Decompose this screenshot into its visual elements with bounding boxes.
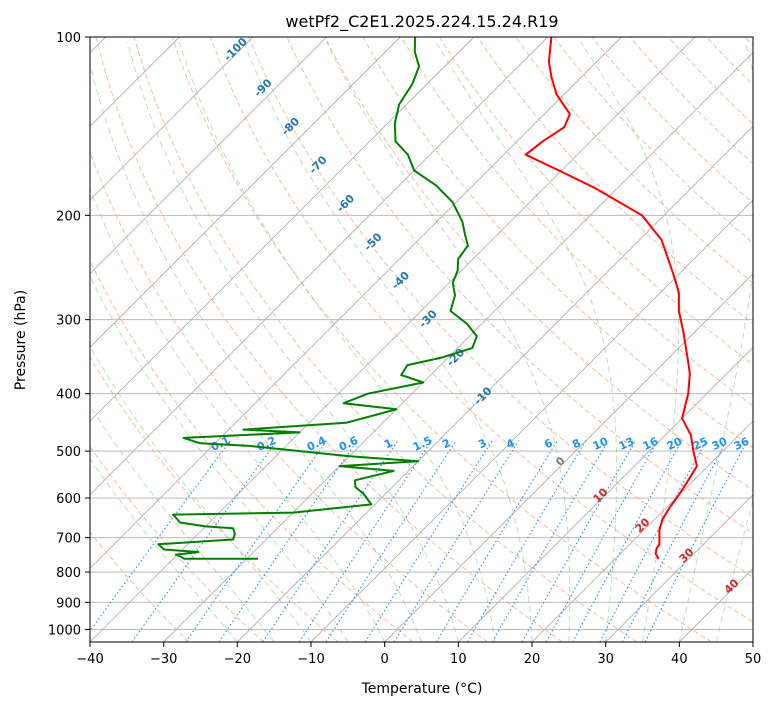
sounding-lines [157, 37, 698, 560]
dry-adiabat-line [286, 37, 753, 534]
moist-adiabat-line [90, 458, 238, 642]
temperature-line [524, 37, 698, 560]
moist-adiabat-line [678, 41, 753, 642]
moist-adiabat-line [90, 275, 349, 642]
background-lines [90, 37, 753, 642]
isotherm-line [605, 494, 753, 642]
mixing-ratio-label: 13 [617, 435, 636, 453]
x-tick-label: −10 [297, 652, 324, 667]
isotherm-line [90, 37, 327, 275]
mixing-ratio-line [185, 440, 328, 642]
isotherm-line [163, 52, 753, 642]
dry-adiabat-line [324, 37, 753, 491]
mixing-ratio-line [218, 440, 358, 642]
dry-adiabat-line [477, 37, 753, 325]
dry-adiabat-line [90, 259, 414, 642]
moist-adiabat-line [243, 41, 533, 642]
dry-adiabat-line [210, 37, 753, 623]
x-tick-label: 50 [745, 652, 762, 667]
moist-adiabat-line [90, 404, 275, 642]
dry-adiabat-line [90, 150, 488, 642]
y-tick-label: 700 [56, 532, 81, 547]
mixing-ratio-line [491, 440, 609, 642]
x-tick-label: 30 [597, 652, 614, 667]
mixing-ratio-label: 10 [591, 435, 611, 453]
isotherm-line [90, 37, 401, 348]
moist-adiabat-line [90, 61, 422, 642]
y-tick-label: 900 [56, 596, 81, 611]
y-tick-label: 1000 [48, 623, 81, 638]
mixing-ratio-line [298, 440, 432, 642]
plot-area: -100-90-80-70-60-50-40-30-20-100.1 0.2 0.4… [90, 37, 753, 642]
dry-adiabat-line [133, 37, 638, 642]
y-axis-label: Pressure (hPa) [13, 290, 29, 390]
y-tick-label: 100 [56, 31, 81, 46]
isotherm-line [531, 420, 753, 642]
dry-adiabat-line [362, 37, 753, 449]
moist-adiabat-line [326, 41, 571, 642]
x-tick-label: −30 [150, 652, 177, 667]
chart-title: wetPf2_C2E1.2025.224.15.24.R19 [285, 12, 558, 32]
y-tick-label: 200 [56, 209, 81, 224]
moist-adiabat-line [127, 41, 459, 642]
moist-adiabat-line [178, 41, 496, 642]
isotherm-line [90, 37, 622, 569]
mixing-ratio-label: 16 [641, 435, 661, 453]
dry-adiabat-line [248, 37, 753, 578]
x-tick-label: 10 [450, 652, 467, 667]
mixing-ratio-line [262, 440, 399, 642]
dry-adiabat-line [171, 37, 712, 642]
isotherm-line [458, 346, 753, 642]
mixing-ratio-label: 20 [665, 435, 685, 453]
mixing-ratio-line [467, 440, 587, 642]
isotherm-line [237, 125, 753, 642]
y-tick-label: 500 [56, 445, 81, 460]
moist-adiabat-line [90, 345, 312, 642]
mixing-ratio-line [131, 440, 278, 642]
dewpoint-line [157, 37, 478, 560]
y-tick-label: 800 [56, 566, 81, 581]
isotherm-line [90, 37, 254, 201]
isotherm-line [90, 37, 548, 496]
dry-adiabat-line [553, 37, 753, 244]
mixing-ratio-line [644, 440, 748, 642]
mixing-ratio-label: 36 [732, 435, 752, 453]
x-tick-label: 20 [524, 652, 541, 667]
dry-adiabat-line [95, 37, 563, 642]
mixing-ratio-label: 30 [710, 435, 730, 453]
y-tick-label: 400 [56, 388, 81, 403]
dry-adiabat-line [90, 356, 339, 642]
moist-adiabat-line [715, 498, 753, 642]
plot-frame [89, 36, 754, 643]
isotherm-line [90, 37, 475, 422]
mixing-ratio-line [90, 440, 231, 632]
mixing-ratio-label: 25 [691, 435, 710, 453]
mixing-ratio-line [393, 440, 520, 642]
dry-adiabat-line [591, 37, 753, 204]
y-tick-label: 600 [56, 492, 81, 507]
x-tick-label: −20 [224, 652, 251, 667]
x-tick-label: −40 [76, 652, 103, 667]
mixing-ratio-line [521, 440, 637, 642]
axis-ticks: −40 −30 −20 −10 0 10 20 30 40 50 100 200 300 400 500 60… [48, 31, 761, 667]
y-tick-label: 300 [56, 314, 81, 329]
x-tick-label: 40 [671, 652, 688, 667]
dry-adiabat-line [438, 37, 753, 365]
dry-adiabat-line [400, 37, 753, 407]
mixing-ratio-line [435, 440, 558, 642]
x-axis-label: Temperature (°C) [361, 681, 483, 697]
dry-adiabat-line [90, 531, 190, 642]
isotherm-line [384, 273, 753, 642]
x-tick-label: 0 [381, 652, 389, 667]
mixing-ratio-line [599, 440, 707, 642]
mixing-ratio-line [621, 440, 728, 642]
moist-adiabat-line [435, 41, 618, 642]
